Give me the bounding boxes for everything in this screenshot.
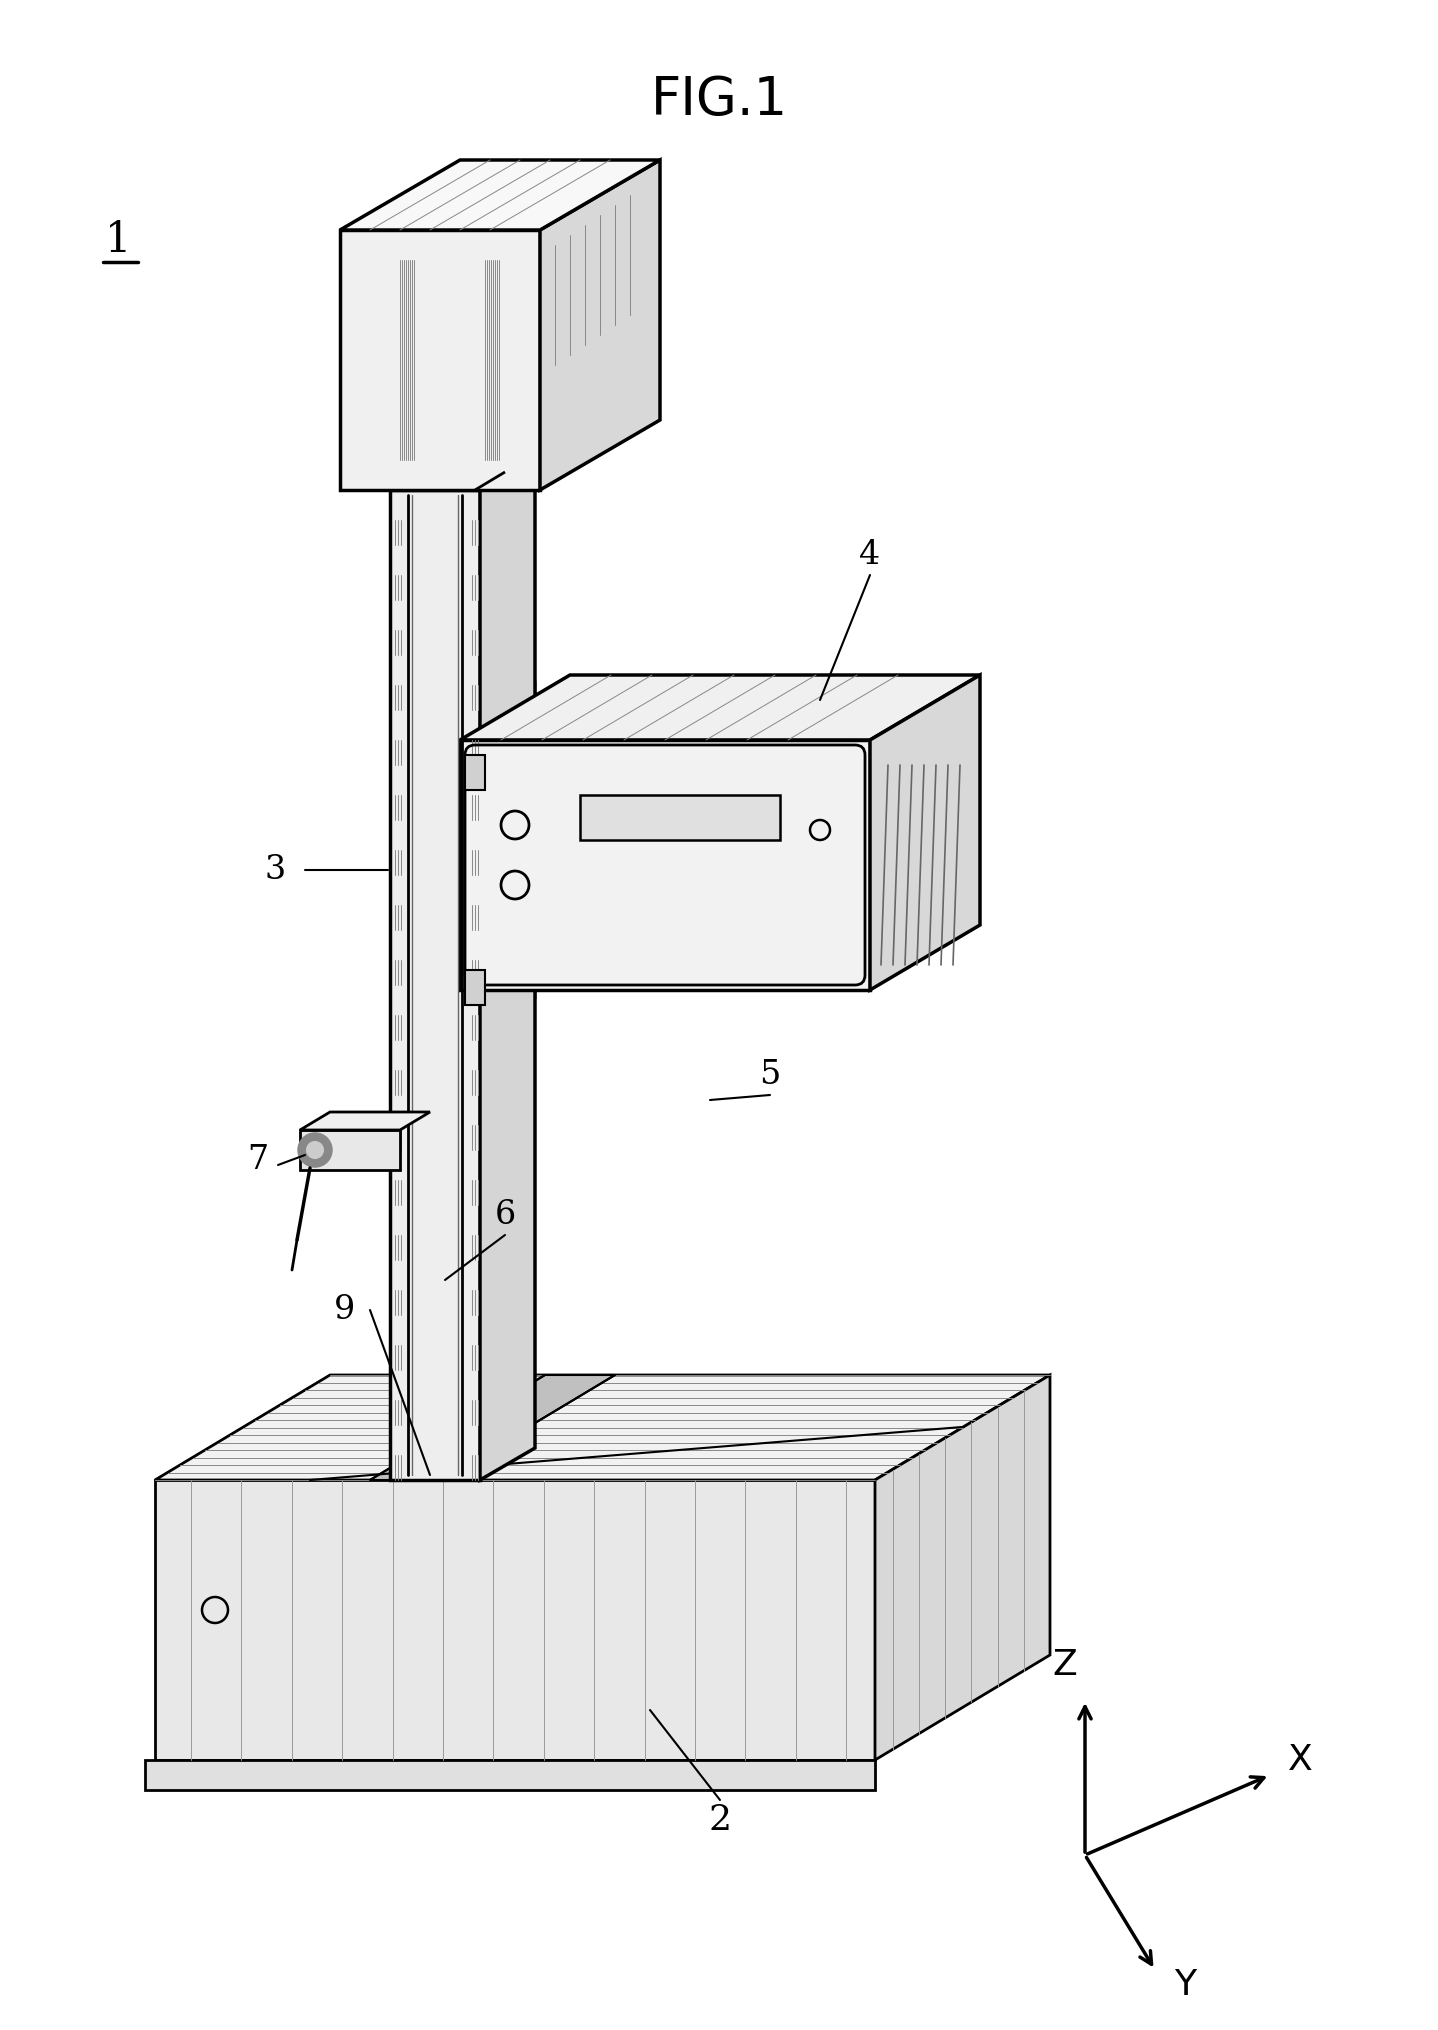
- Text: Y: Y: [1173, 1967, 1196, 2002]
- Polygon shape: [155, 1374, 1050, 1480]
- Bar: [580, 796, 779, 840]
- Polygon shape: [541, 160, 660, 489]
- Polygon shape: [460, 676, 981, 741]
- Polygon shape: [464, 755, 485, 790]
- Polygon shape: [480, 682, 535, 1029]
- Text: 3: 3: [265, 855, 286, 885]
- Polygon shape: [475, 473, 505, 489]
- Polygon shape: [301, 1112, 430, 1131]
- Text: 1: 1: [105, 219, 131, 262]
- Text: 4: 4: [860, 540, 880, 570]
- Text: 5: 5: [759, 1060, 781, 1090]
- Polygon shape: [390, 459, 535, 489]
- Text: 7: 7: [247, 1145, 269, 1175]
- Text: FIG.1: FIG.1: [650, 73, 788, 126]
- Polygon shape: [464, 970, 485, 1005]
- Text: Z: Z: [1053, 1648, 1077, 1683]
- Polygon shape: [390, 489, 480, 1480]
- Polygon shape: [339, 229, 541, 489]
- Text: 6: 6: [495, 1200, 516, 1230]
- Circle shape: [299, 1135, 331, 1165]
- Polygon shape: [339, 160, 660, 229]
- Polygon shape: [145, 1760, 874, 1790]
- Text: 2: 2: [709, 1803, 732, 1837]
- Polygon shape: [301, 1131, 400, 1169]
- Polygon shape: [370, 1374, 615, 1480]
- Polygon shape: [480, 459, 535, 1480]
- Text: 9: 9: [335, 1293, 355, 1326]
- Polygon shape: [155, 1480, 874, 1760]
- Polygon shape: [870, 676, 981, 991]
- Polygon shape: [874, 1374, 1050, 1760]
- Text: X: X: [1287, 1744, 1313, 1776]
- Circle shape: [306, 1143, 324, 1157]
- Polygon shape: [480, 682, 535, 715]
- Polygon shape: [460, 741, 870, 991]
